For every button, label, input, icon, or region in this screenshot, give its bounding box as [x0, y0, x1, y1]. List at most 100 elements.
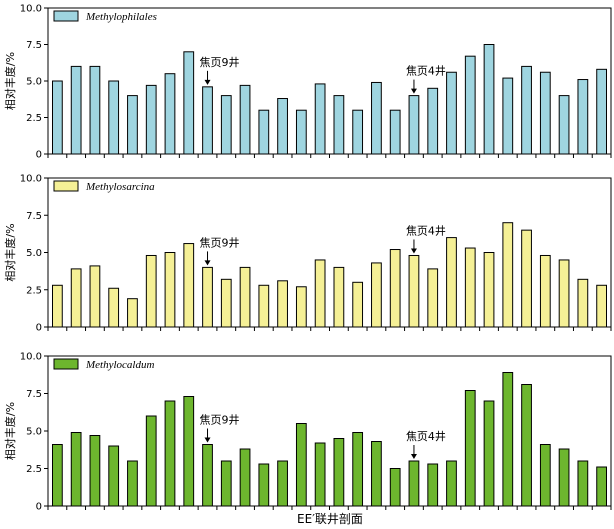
- legend-label: Methylocaldum: [85, 359, 154, 371]
- bar: [464, 390, 476, 507]
- bar: [52, 80, 63, 155]
- bar: [314, 442, 326, 507]
- legend-swatch: [53, 10, 79, 22]
- bar: [389, 468, 401, 507]
- bar: [314, 83, 326, 155]
- bar: [70, 268, 82, 328]
- bar: [333, 438, 345, 507]
- bar: [577, 460, 589, 507]
- bar: [145, 84, 157, 155]
- bar: [464, 247, 476, 328]
- bar: [108, 287, 120, 328]
- bar: [277, 98, 288, 155]
- bar: [502, 77, 514, 155]
- bar: [558, 448, 570, 507]
- y-axis-label: 相对丰度/%: [3, 402, 17, 460]
- bar: [352, 432, 364, 507]
- bar: [427, 463, 439, 507]
- legend-swatch: [53, 180, 79, 192]
- bar: [239, 448, 251, 507]
- bar: [127, 460, 138, 507]
- bar: [70, 432, 82, 507]
- bar: [164, 73, 176, 155]
- bar: [164, 400, 176, 507]
- bar: [502, 222, 514, 328]
- bar: [258, 463, 270, 507]
- bar: [108, 445, 120, 507]
- y-tick-label: 10.0: [20, 174, 42, 185]
- bar: [483, 44, 495, 155]
- bar: [89, 435, 101, 507]
- bar: [295, 109, 307, 155]
- y-tick-label: 7.5: [26, 40, 42, 51]
- well-annotation: 焦页9井: [200, 55, 240, 69]
- bar: [502, 372, 514, 507]
- bar: [539, 444, 551, 507]
- bar: [295, 423, 307, 507]
- bar: [127, 95, 138, 155]
- bar: [446, 460, 457, 507]
- bar: [521, 65, 532, 155]
- bar: [371, 81, 382, 155]
- chart-panels: 02.55.07.510.0相对丰度/%Methylophilales焦页9井焦…: [3, 4, 612, 513]
- bar: [220, 95, 232, 155]
- legend-swatch: [53, 358, 79, 370]
- bar: [446, 71, 457, 155]
- y-tick-label: 10.0: [20, 352, 42, 363]
- y-axis-label: 相对丰度/%: [3, 223, 17, 281]
- bar: [70, 65, 82, 155]
- bar: [596, 68, 607, 155]
- bar: [464, 55, 476, 155]
- bar: [446, 237, 457, 328]
- bar: [295, 286, 307, 328]
- bar: [427, 268, 439, 328]
- y-tick-label: 0: [36, 150, 42, 161]
- bar: [164, 252, 176, 328]
- bar: [389, 249, 401, 328]
- y-axis-label: 相对丰度/%: [3, 52, 17, 110]
- legend-label: Methylosarcina: [85, 181, 155, 193]
- bar: [145, 254, 157, 328]
- y-tick-label: 0: [36, 502, 42, 513]
- bar: [145, 415, 157, 507]
- chart-panel-1: 0 2.5 5.0 7.5 10.0 相对丰度/% Methylophilales 焦页9井焦…: [3, 4, 612, 161]
- bar: [202, 444, 213, 507]
- bar: [596, 466, 607, 507]
- bar: [483, 252, 495, 328]
- well-annotation: 焦页4井: [406, 64, 446, 78]
- bar: [558, 95, 570, 155]
- bar: [483, 400, 495, 507]
- bar: [89, 65, 101, 155]
- y-tick-label: 2.5: [26, 464, 42, 475]
- bar: [220, 460, 232, 507]
- bar: [539, 254, 551, 328]
- bar: [539, 71, 551, 155]
- bar: [258, 109, 270, 155]
- bar: [220, 278, 232, 328]
- chart-panel-2: 0 2.5 5.0 7.5 10.0 相对丰度/% Methylosarcina 焦页9井 焦页…: [3, 174, 612, 334]
- bar: [239, 84, 251, 155]
- bar: [127, 298, 138, 328]
- bar: [89, 265, 101, 328]
- bar: [352, 281, 364, 328]
- well-annotation: 焦页9井: [200, 235, 240, 249]
- bar: [314, 259, 326, 328]
- y-tick-label: 5.0: [26, 427, 42, 438]
- y-tick-label: 2.5: [26, 113, 42, 124]
- bar: [521, 384, 532, 507]
- bar: [427, 87, 439, 155]
- well-annotation: 焦页4井: [406, 223, 446, 237]
- bar: [258, 284, 270, 328]
- y-tick-label: 0: [36, 323, 42, 334]
- bar: [277, 460, 288, 507]
- bar: [183, 243, 195, 328]
- y-tick-label: 2.5: [26, 285, 42, 296]
- bar: [371, 441, 382, 507]
- bar: [183, 396, 195, 507]
- bar: [408, 460, 420, 507]
- y-tick-label: 7.5: [26, 211, 42, 222]
- bar: [202, 86, 213, 155]
- chart-panel-3: 0 2.5 5.0 7.5 10.0 相对丰度/% Methylocaldum 焦页9井焦页4…: [3, 352, 612, 513]
- bar: [52, 284, 63, 328]
